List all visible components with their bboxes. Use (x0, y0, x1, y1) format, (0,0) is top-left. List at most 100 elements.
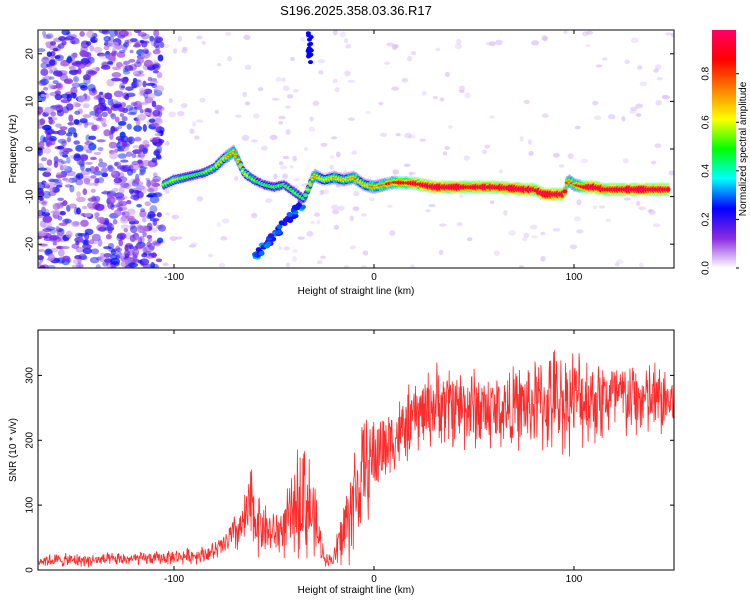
noise-blob (54, 55, 61, 60)
noise-blob (216, 63, 222, 67)
noise-blob (260, 145, 268, 151)
noise-blob (72, 221, 80, 226)
noise-blob (140, 225, 149, 233)
noise-blob (48, 253, 55, 262)
noise-blob (118, 176, 128, 183)
noise-blob (134, 73, 145, 77)
noise-blob (117, 124, 123, 130)
snr-y-axis-title: SNR (10 * v/v) (8, 418, 19, 482)
noise-blob (55, 225, 60, 231)
noise-blob (87, 84, 96, 92)
noise-blob (630, 37, 639, 44)
noise-blob (271, 97, 280, 101)
spectrogram-y-tick-label: -20 (25, 237, 36, 252)
noise-blob (146, 82, 156, 86)
ridge-cell (238, 164, 244, 167)
noise-blob (66, 156, 71, 164)
noise-blob (49, 44, 58, 51)
noise-blob (329, 164, 335, 170)
noise-blob (141, 252, 148, 258)
noise-blob (147, 211, 156, 219)
noise-blob (93, 170, 103, 176)
noise-blob (129, 49, 134, 54)
noise-blob (38, 230, 47, 237)
noise-blob (134, 42, 140, 47)
noise-blob (66, 57, 73, 64)
noise-blob (110, 113, 117, 120)
noise-blob (42, 171, 52, 177)
noise-blob (110, 125, 116, 134)
snr-panel: -100 0 100 0 100 200 300 Height of straight li… (8, 329, 675, 596)
noise-blob (89, 241, 98, 245)
noise-blob (151, 252, 157, 258)
noise-blob (75, 240, 80, 246)
noise-blob (103, 252, 112, 258)
noise-blob (146, 234, 153, 239)
noise-blob (75, 174, 81, 180)
noise-blob (523, 99, 530, 104)
noise-blob (114, 148, 119, 153)
spectrogram-x-axis-title: Height of straight line (km) (298, 286, 415, 297)
noise-blob (330, 204, 339, 211)
noise-blob (93, 46, 103, 54)
noise-blob (278, 115, 286, 120)
noise-blob (616, 259, 624, 264)
noise-blob (75, 262, 84, 268)
noise-blob (113, 90, 124, 98)
noise-blob (154, 132, 162, 137)
noise-blob (585, 43, 591, 48)
noise-blob (650, 160, 657, 165)
noise-blob (141, 160, 152, 167)
noise-blob (82, 247, 93, 255)
noise-blob (146, 194, 154, 198)
noise-blob (391, 86, 400, 91)
noise-blob (38, 249, 46, 253)
noise-blob (409, 264, 416, 268)
noise-blob (493, 250, 501, 257)
noise-blob (655, 99, 662, 106)
colorbar-tick-label: 0.0 (701, 261, 712, 275)
noise-blob (52, 80, 59, 85)
noise-blob (122, 70, 131, 75)
noise-blob (150, 179, 157, 187)
noise-blob (444, 72, 451, 77)
noise-blob (140, 152, 145, 160)
noise-blob (112, 219, 118, 225)
noise-blob (64, 184, 72, 188)
noise-blob (410, 50, 417, 56)
ridge-cell (305, 188, 311, 191)
noise-blob (73, 132, 78, 138)
noise-blob (134, 30, 142, 34)
noise-blob (115, 61, 123, 68)
noise-blob (118, 106, 124, 113)
noise-blob (521, 237, 528, 242)
noise-blob (318, 70, 324, 75)
noise-blob (177, 35, 183, 42)
noise-blob (103, 246, 112, 250)
noise-blob (59, 144, 66, 150)
noise-blob (137, 190, 144, 199)
noise-blob (484, 144, 491, 149)
noise-blob (638, 206, 647, 211)
noise-blob (463, 155, 470, 161)
noise-blob (647, 208, 653, 213)
spectrogram-y-axis-title: Frequency (Hz) (8, 115, 19, 184)
noise-blob (104, 40, 109, 46)
noise-blob (155, 258, 163, 263)
noise-blob (316, 219, 321, 225)
noise-blob (95, 264, 101, 268)
noise-blob (386, 204, 394, 208)
noise-blob (353, 206, 360, 211)
noise-blob (191, 121, 197, 127)
noise-blob (156, 212, 162, 218)
noise-blob (88, 196, 98, 203)
ridge-cell (562, 190, 568, 193)
noise-blob (113, 177, 123, 184)
noise-blob (439, 223, 447, 227)
noise-blob (97, 226, 106, 232)
noise-blob (337, 205, 345, 211)
noise-blob (648, 209, 656, 216)
noise-blob (142, 217, 147, 223)
noise-blob (635, 200, 641, 207)
noise-blob (444, 146, 450, 150)
